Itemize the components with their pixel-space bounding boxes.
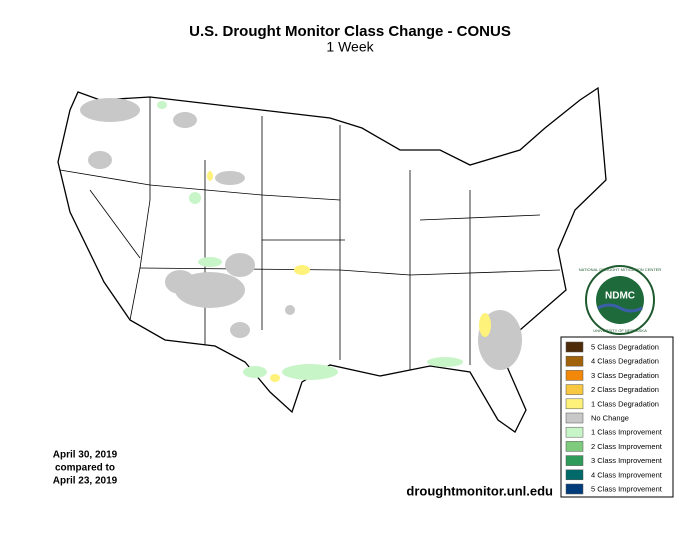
subtitle: 1 Week: [326, 39, 374, 55]
logo-ring-top: NATIONAL DROUGHT MITIGATION CENTER: [579, 267, 662, 272]
legend-swatch: [565, 441, 584, 452]
legend: 5 Class Degradation 4 Class Degradation 3 …: [565, 341, 663, 495]
legend-label: No Change: [591, 413, 629, 422]
legend-swatch: [565, 370, 584, 381]
date-line: April 23, 2019: [53, 476, 118, 487]
legend-swatch: [565, 426, 584, 438]
ndmc-logo: NDMC NATIONAL DROUGHT MITIGATION CENTER …: [579, 265, 662, 335]
legend-swatch: [565, 341, 584, 353]
legend-label: 1 Class Degradation: [591, 399, 659, 408]
legend-swatch: [565, 455, 584, 466]
date-line: April 30, 2019: [53, 450, 118, 461]
legend-label: 5 Class Degradation: [591, 342, 659, 351]
legend-label: 3 Class Degradation: [591, 371, 659, 380]
legend-swatch: [565, 355, 584, 367]
legend-label: 5 Class Improvement: [591, 484, 663, 493]
legend-swatch: [565, 384, 584, 395]
legend-swatch: [565, 469, 584, 481]
legend-label: 4 Class Improvement: [591, 470, 663, 479]
legend-label: 2 Class Degradation: [591, 385, 659, 394]
logo-label: NDMC: [605, 291, 635, 302]
legend-swatch: [565, 398, 584, 410]
legend-label: 2 Class Improvement: [591, 442, 663, 451]
logo-ring-bottom: UNIVERSITY OF NEBRASKA: [593, 328, 647, 333]
legend-swatch: [565, 412, 584, 424]
us-map: [57, 86, 607, 433]
date-line: compared to: [55, 463, 115, 474]
legend-swatch: [565, 483, 584, 495]
source-url: droughtmonitor.unl.edu: [406, 483, 553, 498]
legend-label: 4 Class Degradation: [591, 357, 659, 366]
legend-label: 1 Class Improvement: [591, 428, 663, 437]
legend-label: 3 Class Improvement: [591, 456, 663, 465]
title: U.S. Drought Monitor Class Change - CONU…: [189, 23, 511, 40]
